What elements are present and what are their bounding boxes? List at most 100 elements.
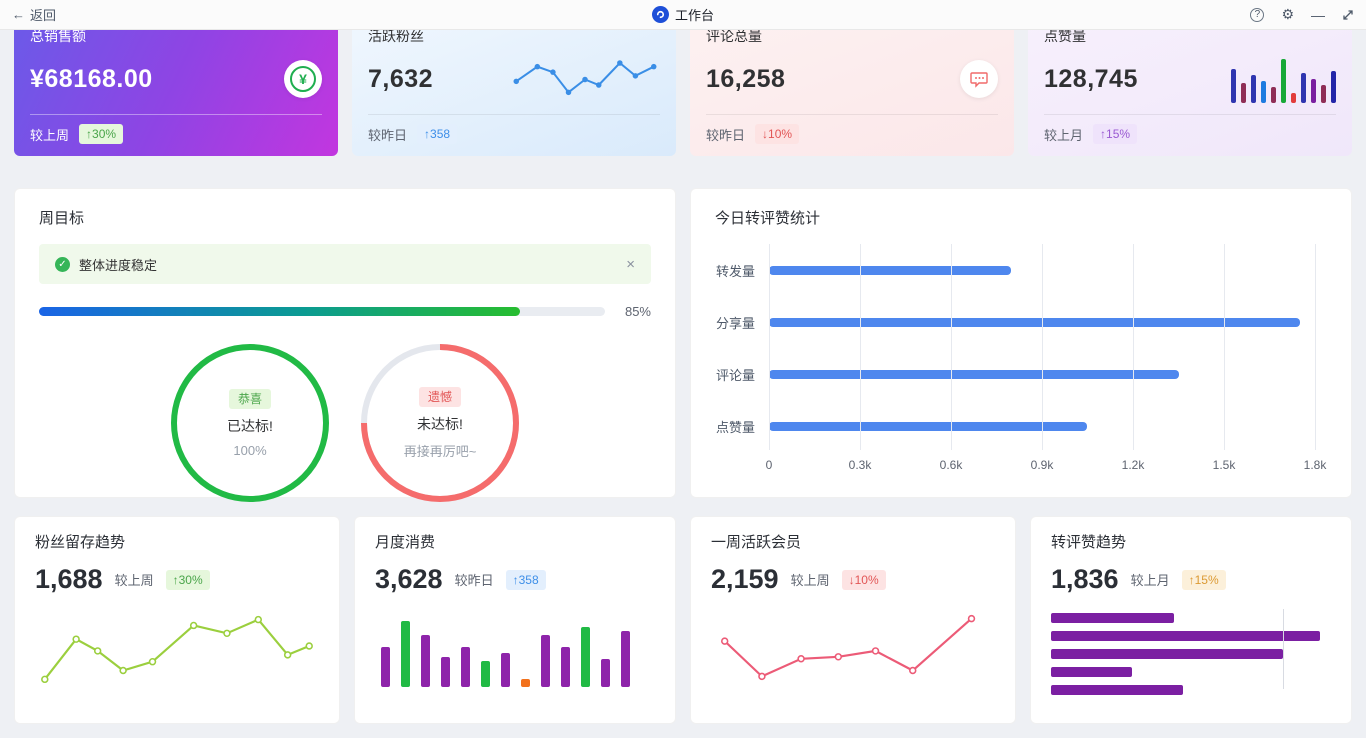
achieved-text: 已达标!	[227, 417, 273, 434]
bar	[1321, 85, 1326, 103]
bar	[1311, 79, 1316, 103]
dashboard-content: 总销售额 ¥68168.00 ¥ 较上周 ↑30% 活跃粉丝 7,632	[0, 30, 1366, 738]
trend-card-row: 粉丝留存趋势 1,688 较上周 ↑30% 月度消费 3,628 较昨日 ↑35…	[14, 516, 1352, 724]
stat-card-total-comments: 评论总量 16,258 较昨日 ↓10%	[690, 30, 1014, 156]
week-progress: 85%	[39, 304, 651, 319]
compare-label: 较昨日	[368, 127, 408, 143]
gridline	[860, 244, 861, 450]
bar	[1241, 83, 1246, 103]
panel-title: 今日转评赞统计	[715, 210, 821, 227]
stat-value: 7,632	[368, 64, 434, 93]
close-icon[interactable]: ×	[626, 255, 635, 273]
bar	[1271, 87, 1276, 103]
comment-bubble-icon	[960, 60, 998, 98]
trend-badge: ↑15%	[1181, 569, 1226, 590]
gridline	[769, 244, 770, 450]
resize-icon[interactable]	[1342, 9, 1354, 21]
today-stats-bar-chart: 转发量 分享量 评论量 点赞量	[715, 244, 1327, 474]
app-title-group: 工作台	[651, 0, 714, 29]
trend-badge: ↑358	[417, 124, 458, 144]
gridline	[950, 244, 952, 450]
stat-value: 1,836	[1051, 564, 1119, 594]
compare-label: 较上周	[30, 127, 70, 143]
likes-mini-bar-chart	[1231, 55, 1336, 103]
bar	[461, 647, 470, 687]
bar	[381, 647, 390, 687]
trend-badge: ↑30%	[165, 569, 210, 590]
success-check-icon: ✓	[55, 256, 70, 272]
trend-card-weekly-active-members: 一周活跃会员 2,159 较上周 ↓10%	[690, 516, 1016, 724]
stat-card-likes: 点赞量 128,745 较上月	[1028, 30, 1352, 156]
trend-card-fan-retention: 粉丝留存趋势 1,688 较上周 ↑30%	[14, 516, 340, 724]
bar	[1291, 93, 1296, 103]
week-goal-panel: 周目标 ✓ 整体进度稳定 × 85% 恭喜 已达标	[14, 188, 676, 502]
gridline	[1315, 244, 1316, 450]
compare-label: 较上月	[1130, 573, 1170, 588]
settings-gear-icon[interactable]: ⚙	[1281, 6, 1294, 22]
bar	[1261, 81, 1266, 103]
yen-icon: ¥	[284, 60, 322, 98]
help-icon[interactable]: ?	[1250, 7, 1265, 22]
bar	[769, 265, 1012, 275]
bar	[521, 679, 530, 687]
gridline	[1042, 244, 1043, 450]
titlebar: ← 返回 工作台 ? ⚙ —	[0, 0, 1366, 30]
bar	[769, 421, 1088, 431]
stat-value: 3,628	[375, 564, 443, 594]
stat-value: ¥68168.00	[30, 64, 153, 93]
axis-tick: 1.8k	[1303, 458, 1327, 472]
trend-badge: ↑358	[505, 569, 546, 590]
stat-value: 1,688	[35, 564, 103, 594]
compare-label: 较昨日	[706, 127, 746, 143]
stat-card-title: 评论总量	[706, 30, 762, 44]
bar	[621, 631, 630, 687]
back-arrow-icon: ←	[12, 7, 25, 22]
bar	[769, 317, 1300, 327]
trend-badge: ↑30%	[79, 124, 124, 144]
compare-label: 较上周	[114, 573, 154, 588]
trend-badge: ↓10%	[755, 124, 800, 144]
back-button[interactable]: ← 返回	[12, 5, 56, 24]
bar	[1331, 71, 1336, 103]
missed-text: 未达标!	[417, 415, 463, 432]
compare-label: 较上周	[790, 573, 830, 588]
trend-card-zpz-trend: 转评赞趋势 1,836 较上月 ↑15%	[1030, 516, 1352, 724]
members-line-chart	[711, 605, 995, 691]
bar	[1231, 69, 1236, 103]
category-label: 转发量	[715, 263, 755, 279]
stat-value: 128,745	[1044, 64, 1138, 93]
progress-percent-label: 85%	[624, 304, 651, 319]
bar	[481, 661, 490, 687]
progress-track	[39, 307, 605, 316]
minimize-icon[interactable]: —	[1311, 6, 1325, 23]
axis-tick: 0.9k	[1030, 458, 1054, 472]
panel-title: 一周活跃会员	[711, 534, 802, 551]
today-stats-panel: 今日转评赞统计 转发量 分享量 评论量 点赞量	[690, 188, 1352, 498]
category-label: 点赞量	[715, 419, 755, 435]
congrats-tag: 恭喜	[228, 388, 271, 409]
bar	[1051, 667, 1133, 677]
chart-category-labels: 转发量 分享量 评论量 点赞量	[715, 244, 769, 474]
achieved-percent: 100%	[233, 442, 267, 458]
yen-glyph: ¥	[290, 66, 316, 92]
panel-title: 转评赞趋势	[1051, 534, 1127, 551]
gridline	[1133, 244, 1134, 450]
bar	[501, 653, 510, 687]
bar	[769, 369, 1179, 379]
gridline	[1223, 244, 1225, 450]
app-logo-icon	[651, 6, 669, 23]
alert-text: 整体进度稳定	[79, 257, 158, 273]
panel-title: 周目标	[39, 210, 85, 227]
progress-fill	[39, 307, 521, 316]
axis-tick: 1.5k	[1212, 458, 1236, 472]
panel-title: 月度消费	[375, 534, 436, 551]
bar	[1051, 613, 1175, 623]
back-label: 返回	[30, 8, 57, 23]
x-axis: 0 0.3k 0.6k 0.9k 1.2k 1.5k 1.8k	[765, 456, 1327, 474]
monthly-bar-chart	[375, 605, 655, 691]
axis-tick: 1.2k	[1121, 458, 1145, 472]
axis-tick: 0	[765, 458, 773, 472]
goal-missed-ring: 遗憾 未达标! 再接再厉吧~	[360, 343, 520, 503]
bar	[441, 657, 450, 687]
gridline	[1283, 609, 1285, 689]
